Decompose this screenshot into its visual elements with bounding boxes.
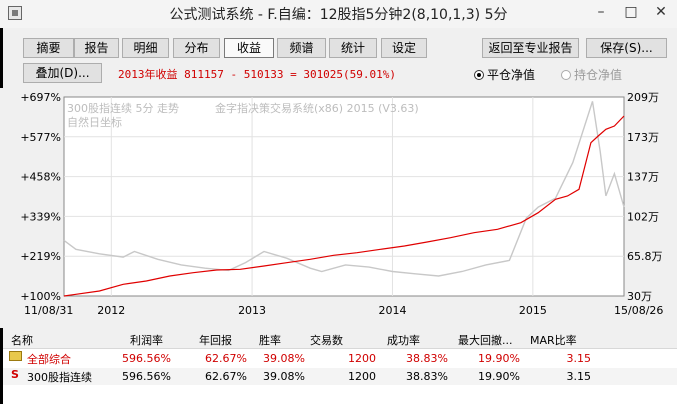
tab-summary[interactable]: 摘要 xyxy=(23,38,74,58)
annual-return-cell: 62.67% xyxy=(205,370,247,383)
tab-distribution[interactable]: 分布 xyxy=(173,38,220,58)
end-date-label: 15/08/26 xyxy=(614,304,663,317)
left-axis-tick: +697% xyxy=(20,91,61,104)
right-axis-tick: 30万 xyxy=(627,290,652,303)
maximize-button[interactable]: □ xyxy=(624,4,638,20)
results-table[interactable]: 名称 利润率 年回报 胜率 交易数 成功率 最大回撤... MAR比率 全部综合… xyxy=(3,330,677,404)
win-rate-cell: 39.08% xyxy=(263,370,305,383)
radio-flat-equity[interactable]: 平仓净值 xyxy=(474,66,535,83)
header-mar-ratio[interactable]: MAR比率 xyxy=(530,334,577,347)
app-icon[interactable] xyxy=(8,6,22,20)
table-header: 名称 利润率 年回报 胜率 交易数 成功率 最大回撤... MAR比率 xyxy=(3,330,677,349)
header-profit-rate[interactable]: 利润率 xyxy=(130,334,163,347)
left-axis-tick: +577% xyxy=(20,131,61,144)
profit-rate-cell: 596.56% xyxy=(122,352,171,365)
header-success-rate[interactable]: 成功率 xyxy=(387,334,420,347)
equity-series-line xyxy=(63,115,625,297)
success-rate-cell: 38.83% xyxy=(406,370,448,383)
radio-selected-indicator xyxy=(474,70,484,80)
table-row-symbol[interactable]: S 300股指连续 596.56% 62.67% 39.08% 1200 38.… xyxy=(3,368,677,385)
tab-spectrum[interactable]: 频谱 xyxy=(277,38,326,58)
overlay-button[interactable]: 叠加(D)... xyxy=(23,63,102,83)
equity-chart[interactable]: +697% 209万 +577% 173万 +458% 137万 +339% 102万 +219… xyxy=(0,88,677,328)
header-trade-count[interactable]: 交易数 xyxy=(310,334,343,347)
x-axis-year-label: 2013 xyxy=(238,304,266,317)
trade-count-cell: 1200 xyxy=(348,370,376,383)
tab-report[interactable]: 报告 xyxy=(74,38,119,58)
row-name: 全部综合 xyxy=(27,353,71,366)
window-title: 公式测试系统 - F.自编：12股指5分钟2(8,10,1,3) 5分 xyxy=(169,7,508,23)
price-series-line xyxy=(63,101,625,277)
legend-axis-mode: 自然日坐标 xyxy=(67,115,122,129)
tab-returns[interactable]: 收益 xyxy=(224,38,274,58)
max-drawdown-cell: 19.90% xyxy=(478,370,520,383)
minimize-button[interactable]: – xyxy=(597,4,605,20)
radio-holding-equity-label: 持仓净值 xyxy=(574,68,623,82)
tab-statistics[interactable]: 统计 xyxy=(329,38,377,58)
radio-flat-equity-label: 平仓净值 xyxy=(487,68,536,82)
plot-area xyxy=(63,96,625,297)
x-axis-year-label: 2014 xyxy=(378,304,406,317)
profit-rate-cell: 596.56% xyxy=(122,370,171,383)
right-axis-tick: 65.8万 xyxy=(627,250,663,263)
title-bar[interactable]: 公式测试系统 - F.自编：12股指5分钟2(8,10,1,3) 5分 – □ … xyxy=(0,0,677,28)
trade-count-cell: 1200 xyxy=(348,352,376,365)
right-axis-tick: 209万 xyxy=(627,91,659,104)
save-button[interactable]: 保存(S)... xyxy=(586,38,667,58)
max-drawdown-cell: 19.90% xyxy=(478,352,520,365)
return-to-report-button[interactable]: 返回至专业报告 xyxy=(482,38,579,58)
right-axis-tick: 173万 xyxy=(627,131,659,144)
table-row-all-combined[interactable]: 全部综合 596.56% 62.67% 39.08% 1200 38.83% 1… xyxy=(3,350,677,367)
folder-icon xyxy=(9,351,22,361)
left-axis-tick: +458% xyxy=(20,171,61,184)
right-axis-tick: 102万 xyxy=(627,210,659,223)
close-button[interactable]: ✕ xyxy=(655,4,667,20)
left-axis-tick: +100% xyxy=(20,290,61,303)
win-rate-cell: 39.08% xyxy=(263,352,305,365)
annual-return-cell: 62.67% xyxy=(205,352,247,365)
header-annual-return[interactable]: 年回报 xyxy=(199,334,232,347)
x-axis-year-label: 2015 xyxy=(519,304,547,317)
mar-ratio-cell: 3.15 xyxy=(566,352,592,365)
header-win-rate[interactable]: 胜率 xyxy=(259,334,281,347)
header-name[interactable]: 名称 xyxy=(11,334,33,347)
row-name: 300股指连续 xyxy=(27,371,92,384)
success-rate-cell: 38.83% xyxy=(406,352,448,365)
mar-ratio-cell: 3.15 xyxy=(566,370,592,383)
legend-symbol-label: 300股指连续 5分 走势 xyxy=(67,101,179,115)
yearly-return-summary: 2013年收益 811157 - 510133 = 301025(59.01%) xyxy=(118,68,397,81)
tab-details[interactable]: 明细 xyxy=(122,38,169,58)
header-max-drawdown[interactable]: 最大回撤... xyxy=(458,334,513,347)
left-axis-tick: +219% xyxy=(20,250,61,263)
right-axis-tick: 137万 xyxy=(627,171,659,184)
x-axis-year-label: 2012 xyxy=(97,304,125,317)
symbol-s-icon: S xyxy=(11,368,19,381)
system-watermark: 金字指决策交易系统(x86) 2015 (V3.63) xyxy=(215,101,419,115)
left-axis-tick: +339% xyxy=(20,210,61,223)
radio-unselected-indicator xyxy=(561,70,571,80)
tab-settings[interactable]: 设定 xyxy=(381,38,427,58)
start-date-label: 11/08/31 xyxy=(24,304,73,317)
radio-holding-equity[interactable]: 持仓净值 xyxy=(561,66,622,83)
